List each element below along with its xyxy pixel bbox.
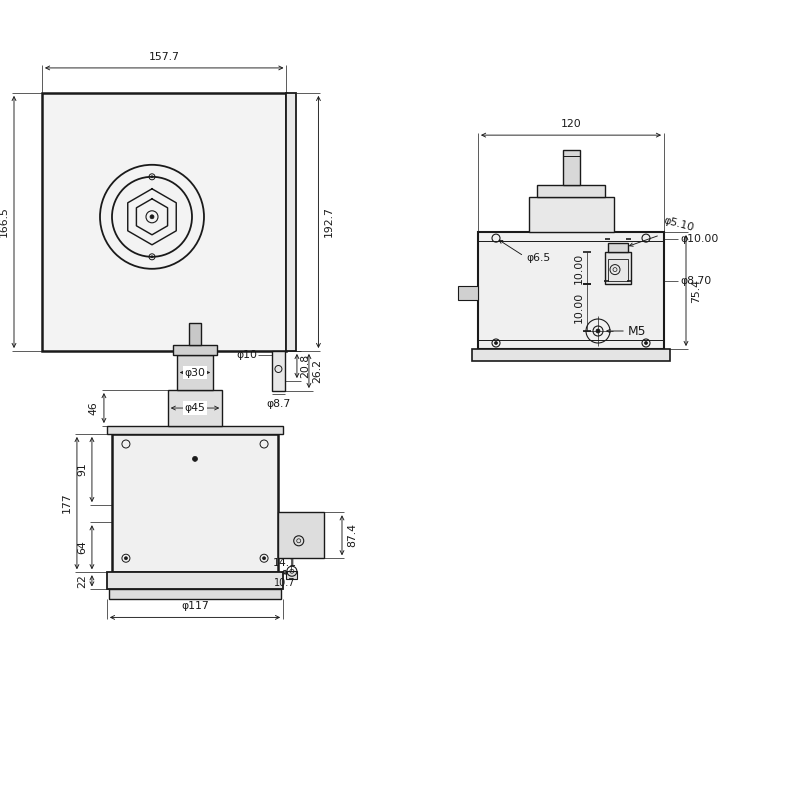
Bar bbox=[458, 286, 478, 300]
Text: φ117: φ117 bbox=[181, 601, 209, 612]
Circle shape bbox=[125, 557, 127, 560]
Bar bbox=[189, 323, 201, 345]
Text: 26.2: 26.2 bbox=[312, 359, 322, 383]
Bar bbox=[109, 590, 281, 599]
Bar bbox=[167, 390, 222, 426]
Text: 10.00: 10.00 bbox=[574, 252, 584, 284]
Text: φ10: φ10 bbox=[236, 350, 257, 360]
Circle shape bbox=[495, 341, 498, 345]
Bar bbox=[272, 351, 285, 391]
Text: φ8.7: φ8.7 bbox=[266, 399, 291, 409]
Circle shape bbox=[645, 341, 648, 345]
Text: 192.7: 192.7 bbox=[323, 206, 333, 237]
Bar bbox=[177, 355, 213, 390]
Text: 87.4: 87.4 bbox=[347, 523, 357, 547]
Circle shape bbox=[151, 176, 153, 178]
Bar bbox=[608, 259, 628, 281]
Text: φ5.10: φ5.10 bbox=[662, 215, 694, 233]
Bar bbox=[173, 345, 217, 355]
Text: 10.00: 10.00 bbox=[574, 292, 584, 323]
Bar bbox=[278, 512, 324, 558]
Text: 10.7: 10.7 bbox=[274, 578, 295, 588]
Text: 20.8: 20.8 bbox=[300, 354, 310, 378]
Bar bbox=[107, 572, 283, 590]
Text: 46: 46 bbox=[89, 401, 99, 415]
Bar bbox=[42, 93, 287, 351]
Text: 157.7: 157.7 bbox=[149, 52, 179, 62]
Circle shape bbox=[596, 329, 600, 333]
Bar bbox=[562, 150, 580, 185]
Bar bbox=[478, 232, 664, 349]
Text: φ45: φ45 bbox=[185, 403, 205, 413]
Circle shape bbox=[193, 456, 198, 461]
Text: φ8.70: φ8.70 bbox=[680, 276, 711, 286]
Text: 91: 91 bbox=[77, 463, 87, 477]
Bar bbox=[605, 252, 631, 284]
Bar bbox=[529, 197, 614, 232]
Bar bbox=[287, 571, 297, 579]
Text: 14.1: 14.1 bbox=[273, 558, 297, 568]
Bar bbox=[537, 185, 605, 197]
Circle shape bbox=[262, 557, 265, 560]
Text: 75.4: 75.4 bbox=[691, 278, 701, 303]
Text: 166.5: 166.5 bbox=[0, 206, 9, 237]
Text: 120: 120 bbox=[561, 119, 581, 129]
Bar bbox=[112, 434, 278, 572]
Text: M5: M5 bbox=[628, 324, 646, 337]
Circle shape bbox=[150, 215, 154, 218]
Text: φ6.5: φ6.5 bbox=[526, 253, 551, 263]
Text: 177: 177 bbox=[62, 493, 72, 514]
Bar bbox=[107, 426, 283, 434]
Text: φ30: φ30 bbox=[185, 367, 205, 378]
Bar bbox=[608, 243, 628, 252]
Text: 64: 64 bbox=[77, 540, 87, 554]
Text: 22: 22 bbox=[77, 574, 87, 587]
Bar bbox=[287, 93, 296, 351]
Text: φ10.00: φ10.00 bbox=[680, 234, 718, 244]
Bar bbox=[472, 349, 670, 361]
Circle shape bbox=[151, 256, 153, 258]
